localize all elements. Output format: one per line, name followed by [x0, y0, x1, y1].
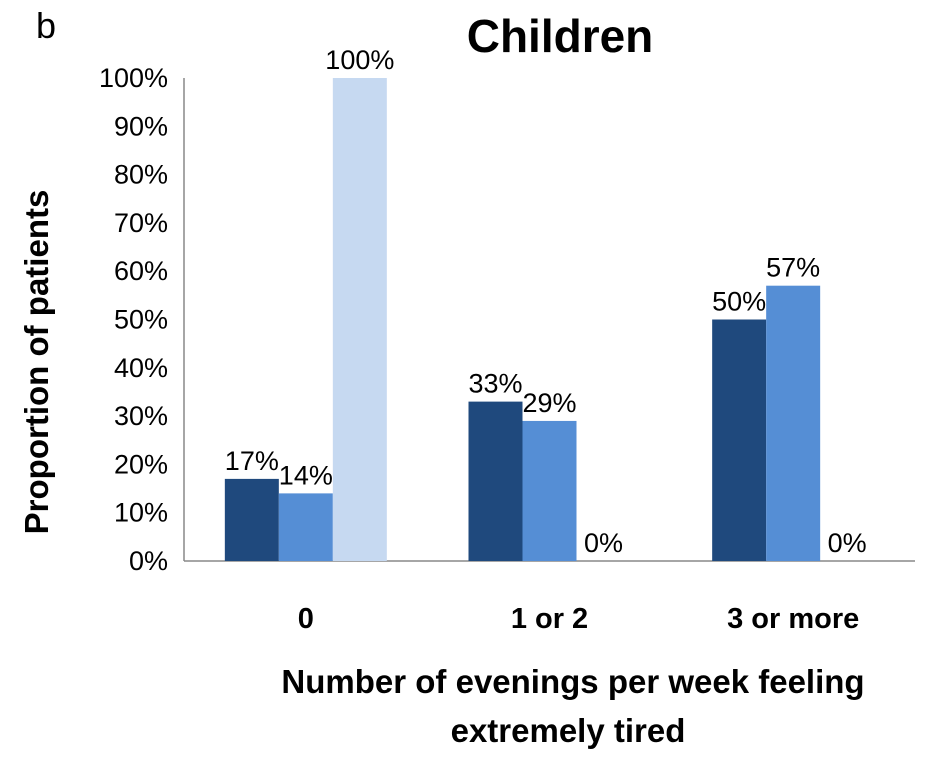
x-category-label: 0 [298, 603, 314, 635]
bar [766, 285, 821, 561]
bar [468, 401, 523, 561]
y-tick-label: 80% [114, 160, 168, 190]
x-tick-labels-group: 0 1 or 2 3 or more [298, 603, 859, 635]
y-tick-label: 90% [114, 111, 168, 141]
y-tick-label: 40% [114, 353, 168, 383]
bar [522, 420, 577, 561]
data-label: 33% [468, 369, 522, 399]
data-label: 0% [828, 528, 867, 558]
x-category-label: 3 or more [727, 603, 859, 635]
data-label: 50% [712, 287, 766, 317]
bar [332, 78, 387, 561]
data-label: 29% [522, 388, 576, 418]
y-tick-label: 70% [114, 208, 168, 238]
data-label: 14% [279, 460, 333, 490]
x-axis-label-line-1: Number of evenings per week feeling [281, 663, 864, 700]
chart-title: Children [467, 10, 654, 62]
y-tick-label: 20% [114, 449, 168, 479]
data-label: 57% [766, 253, 820, 283]
y-tick-label: 100% [99, 63, 168, 93]
data-label: 17% [225, 446, 279, 476]
y-axis-label: Proportion of patients [18, 190, 55, 535]
y-tick-label: 30% [114, 401, 168, 431]
data-labels-group: 17% 33% 50% 14% 29% 57% 100% 0% 0% [225, 45, 867, 558]
bar [712, 319, 767, 561]
y-tick-label: 10% [114, 498, 168, 528]
panel-letter: b [36, 5, 56, 46]
bar [278, 493, 333, 561]
y-tick-labels-group: 0% 10% 20% 30% 40% 50% 60% 70% 80% 90% 100% [99, 63, 168, 576]
y-tick-label: 50% [114, 305, 168, 335]
y-tick-label: 0% [129, 546, 168, 576]
x-axis-label-line-2: extremely tired [451, 712, 686, 749]
bars-group [224, 78, 821, 561]
x-category-label: 1 or 2 [511, 603, 588, 635]
data-label: 100% [325, 45, 394, 75]
bar [224, 478, 279, 561]
y-tick-label: 60% [114, 256, 168, 286]
data-label: 0% [584, 528, 623, 558]
